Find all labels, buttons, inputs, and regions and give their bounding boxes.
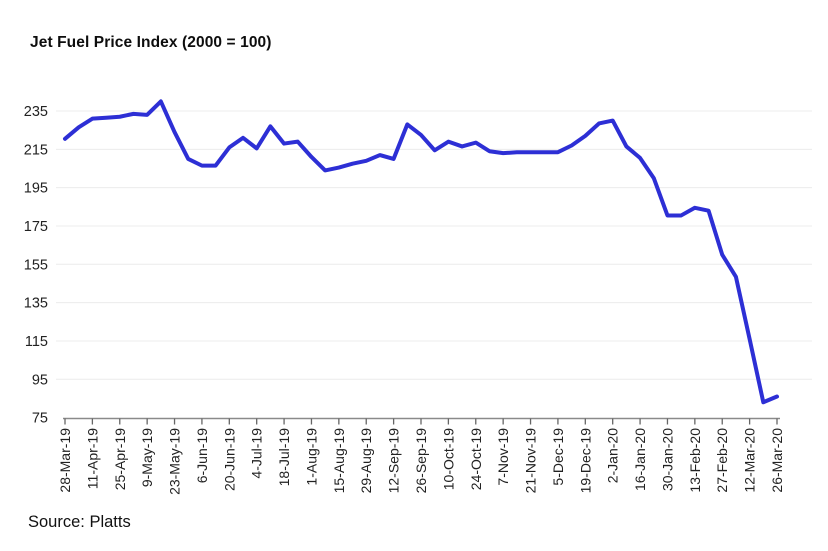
x-tick-label: 26-Mar-20 (769, 428, 785, 493)
x-tick-label: 21-Nov-19 (523, 428, 539, 494)
x-tick-label: 29-Aug-19 (358, 428, 374, 494)
x-tick-label: 19-Dec-19 (577, 428, 593, 494)
x-tick-label: 4-Jul-19 (249, 428, 265, 479)
x-tick-label: 16-Jan-20 (632, 428, 648, 491)
x-tick-label: 15-Aug-19 (331, 428, 347, 494)
x-tick-label: 25-Apr-19 (112, 428, 128, 490)
y-tick-label: 215 (24, 142, 48, 158)
x-tick-label: 9-May-19 (139, 428, 155, 487)
y-tick-label: 195 (24, 181, 48, 197)
x-tick-label: 1-Aug-19 (303, 428, 319, 486)
x-tick-label: 12-Sep-19 (386, 428, 402, 494)
y-tick-label: 235 (24, 104, 48, 120)
x-tick-label: 28-Mar-19 (57, 428, 73, 493)
y-tick-label: 175 (24, 219, 48, 235)
y-tick-label: 135 (24, 296, 48, 312)
x-tick-label: 6-Jun-19 (194, 428, 210, 483)
x-tick-label: 12-Mar-20 (742, 428, 758, 493)
x-tick-label: 30-Jan-20 (659, 428, 675, 491)
x-tick-label: 2-Jan-20 (605, 428, 621, 483)
x-tick-label: 5-Dec-19 (550, 428, 566, 486)
x-tick-label: 10-Oct-19 (440, 428, 456, 490)
source-label: Source: Platts (28, 513, 131, 531)
x-tick-label: 11-Apr-19 (84, 428, 100, 489)
x-tick-label: 20-Jun-19 (221, 428, 237, 491)
y-tick-label: 155 (24, 257, 48, 273)
y-tick-label: 75 (32, 411, 48, 427)
x-tick-label: 13-Feb-20 (687, 428, 703, 493)
chart-title: Jet Fuel Price Index (2000 = 100) (30, 34, 272, 51)
x-tick-label: 26-Sep-19 (413, 428, 429, 494)
price-line (63, 99, 779, 405)
x-tick-label: 7-Nov-19 (495, 428, 511, 486)
x-tick-label: 24-Oct-19 (468, 428, 484, 490)
y-tick-label: 95 (32, 372, 48, 388)
x-tick-label: 18-Jul-19 (276, 428, 292, 487)
y-tick-label: 115 (25, 334, 48, 350)
x-tick-label: 27-Feb-20 (714, 428, 730, 493)
x-tick-label: 23-May-19 (167, 428, 183, 495)
